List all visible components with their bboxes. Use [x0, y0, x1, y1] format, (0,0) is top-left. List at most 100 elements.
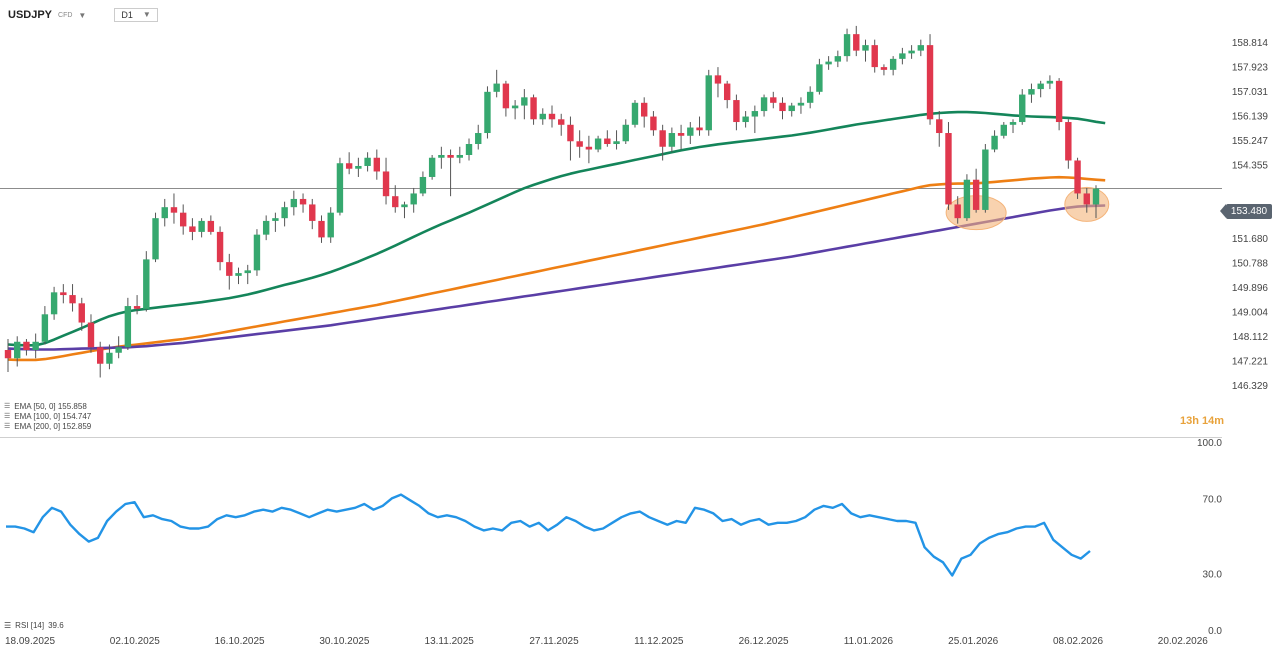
candle-up[interactable] [1019, 94, 1026, 123]
candle-down[interactable] [936, 119, 943, 134]
candle-down[interactable] [567, 124, 574, 142]
candle-up[interactable] [899, 53, 906, 59]
legend-ema100[interactable]: ☰ EMA [100, 0] 154.747 [4, 412, 91, 422]
legend-ema200[interactable]: ☰ EMA [200, 0] 152.859 [4, 422, 91, 432]
candle-up[interactable] [760, 97, 768, 112]
candle-up[interactable] [889, 58, 897, 70]
candle-down[interactable] [714, 75, 722, 84]
candle-up[interactable] [272, 218, 279, 221]
candle-down[interactable] [853, 34, 860, 51]
candle-up[interactable] [521, 97, 528, 106]
candle-up[interactable] [50, 292, 58, 315]
candle-up[interactable] [14, 341, 21, 359]
candle-down[interactable] [1074, 160, 1081, 194]
candle-up[interactable] [908, 50, 915, 54]
candle-up[interactable] [401, 204, 408, 208]
candle-down[interactable] [576, 141, 583, 147]
candle-down[interactable] [585, 146, 593, 150]
candle-down[interactable] [972, 179, 980, 210]
candle-down[interactable] [97, 347, 104, 364]
candle-up[interactable] [917, 45, 925, 51]
candle-up[interactable] [825, 61, 832, 65]
candle-down[interactable] [677, 133, 685, 136]
candle-up[interactable] [41, 314, 49, 342]
legend-menu-icon[interactable]: ☰ [4, 621, 12, 630]
candle-up[interactable] [806, 91, 814, 103]
candle-up[interactable] [484, 91, 491, 134]
candle-down[interactable] [318, 220, 325, 238]
candle-up[interactable] [982, 149, 989, 210]
candle-up[interactable] [963, 179, 971, 219]
candle-up[interactable] [687, 127, 694, 136]
candle-down[interactable] [641, 102, 648, 117]
candle-down[interactable] [1083, 193, 1090, 205]
candle-up[interactable] [262, 220, 270, 235]
symbol-dropdown-icon[interactable]: ▼ [78, 10, 87, 20]
candle-down[interactable] [1065, 122, 1072, 161]
candle-down[interactable] [696, 127, 703, 131]
candle-up[interactable] [438, 154, 445, 158]
candle-down[interactable] [78, 303, 85, 323]
candle-up[interactable] [788, 105, 795, 112]
candle-up[interactable] [539, 113, 546, 120]
candle-up[interactable] [355, 165, 362, 169]
candle-up[interactable] [244, 270, 251, 274]
candle-up[interactable] [106, 352, 113, 364]
candle-down[interactable] [650, 116, 657, 131]
candle-up[interactable] [1000, 124, 1007, 136]
candle-up[interactable] [622, 124, 629, 142]
candle-up[interactable] [834, 56, 842, 62]
candle-up[interactable] [843, 34, 851, 57]
candle-up[interactable] [751, 111, 759, 117]
candle-down[interactable] [1055, 80, 1063, 123]
candle-down[interactable] [4, 350, 12, 359]
candle-up[interactable] [419, 176, 427, 194]
candle-up[interactable] [493, 83, 500, 92]
timeframe-select[interactable]: D1 ▼ [114, 8, 158, 22]
candle-up[interactable] [143, 259, 150, 309]
candle-down[interactable] [733, 100, 740, 123]
candle-down[interactable] [954, 204, 961, 219]
candle-up[interactable] [198, 220, 205, 232]
candle-up[interactable] [161, 207, 168, 219]
candle-up[interactable] [475, 133, 482, 145]
candle-up[interactable] [631, 102, 639, 125]
candle-up[interactable] [613, 141, 620, 145]
candle-up[interactable] [152, 218, 159, 260]
candle-up[interactable] [124, 306, 132, 348]
candle-up[interactable] [253, 234, 261, 271]
candle-down[interactable] [880, 67, 888, 70]
candle-up[interactable] [235, 273, 242, 276]
candle-up[interactable] [336, 163, 344, 213]
candle-down[interactable] [345, 163, 353, 169]
candle-up[interactable] [1046, 80, 1054, 84]
candle-down[interactable] [558, 119, 565, 125]
candle-up[interactable] [1028, 89, 1035, 95]
candle-up[interactable] [797, 102, 805, 106]
candle-down[interactable] [226, 262, 233, 276]
candle-down[interactable] [447, 154, 454, 158]
candle-up[interactable] [290, 198, 298, 208]
candle-up[interactable] [32, 341, 39, 351]
candle-down[interactable] [60, 292, 67, 296]
candle-up[interactable] [705, 75, 712, 131]
candle-up[interactable] [1037, 83, 1044, 90]
candle-up[interactable] [668, 133, 676, 147]
candle-up[interactable] [281, 207, 288, 219]
candle-down[interactable] [604, 138, 611, 145]
candle-down[interactable] [69, 295, 76, 304]
candle-down[interactable] [133, 306, 141, 309]
candle-up[interactable] [991, 135, 998, 150]
candle-down[interactable] [530, 97, 537, 120]
candle-down[interactable] [382, 171, 390, 197]
candle-up[interactable] [511, 105, 519, 109]
candle-down[interactable] [926, 45, 934, 120]
candle-up[interactable] [1009, 122, 1017, 125]
candle-down[interactable] [945, 133, 952, 205]
legend-menu-icon[interactable]: ☰ [4, 403, 11, 410]
candle-up[interactable] [410, 193, 417, 205]
candle-down[interactable] [207, 220, 215, 232]
candle-up[interactable] [1092, 188, 1100, 205]
candle-down[interactable] [392, 196, 399, 208]
